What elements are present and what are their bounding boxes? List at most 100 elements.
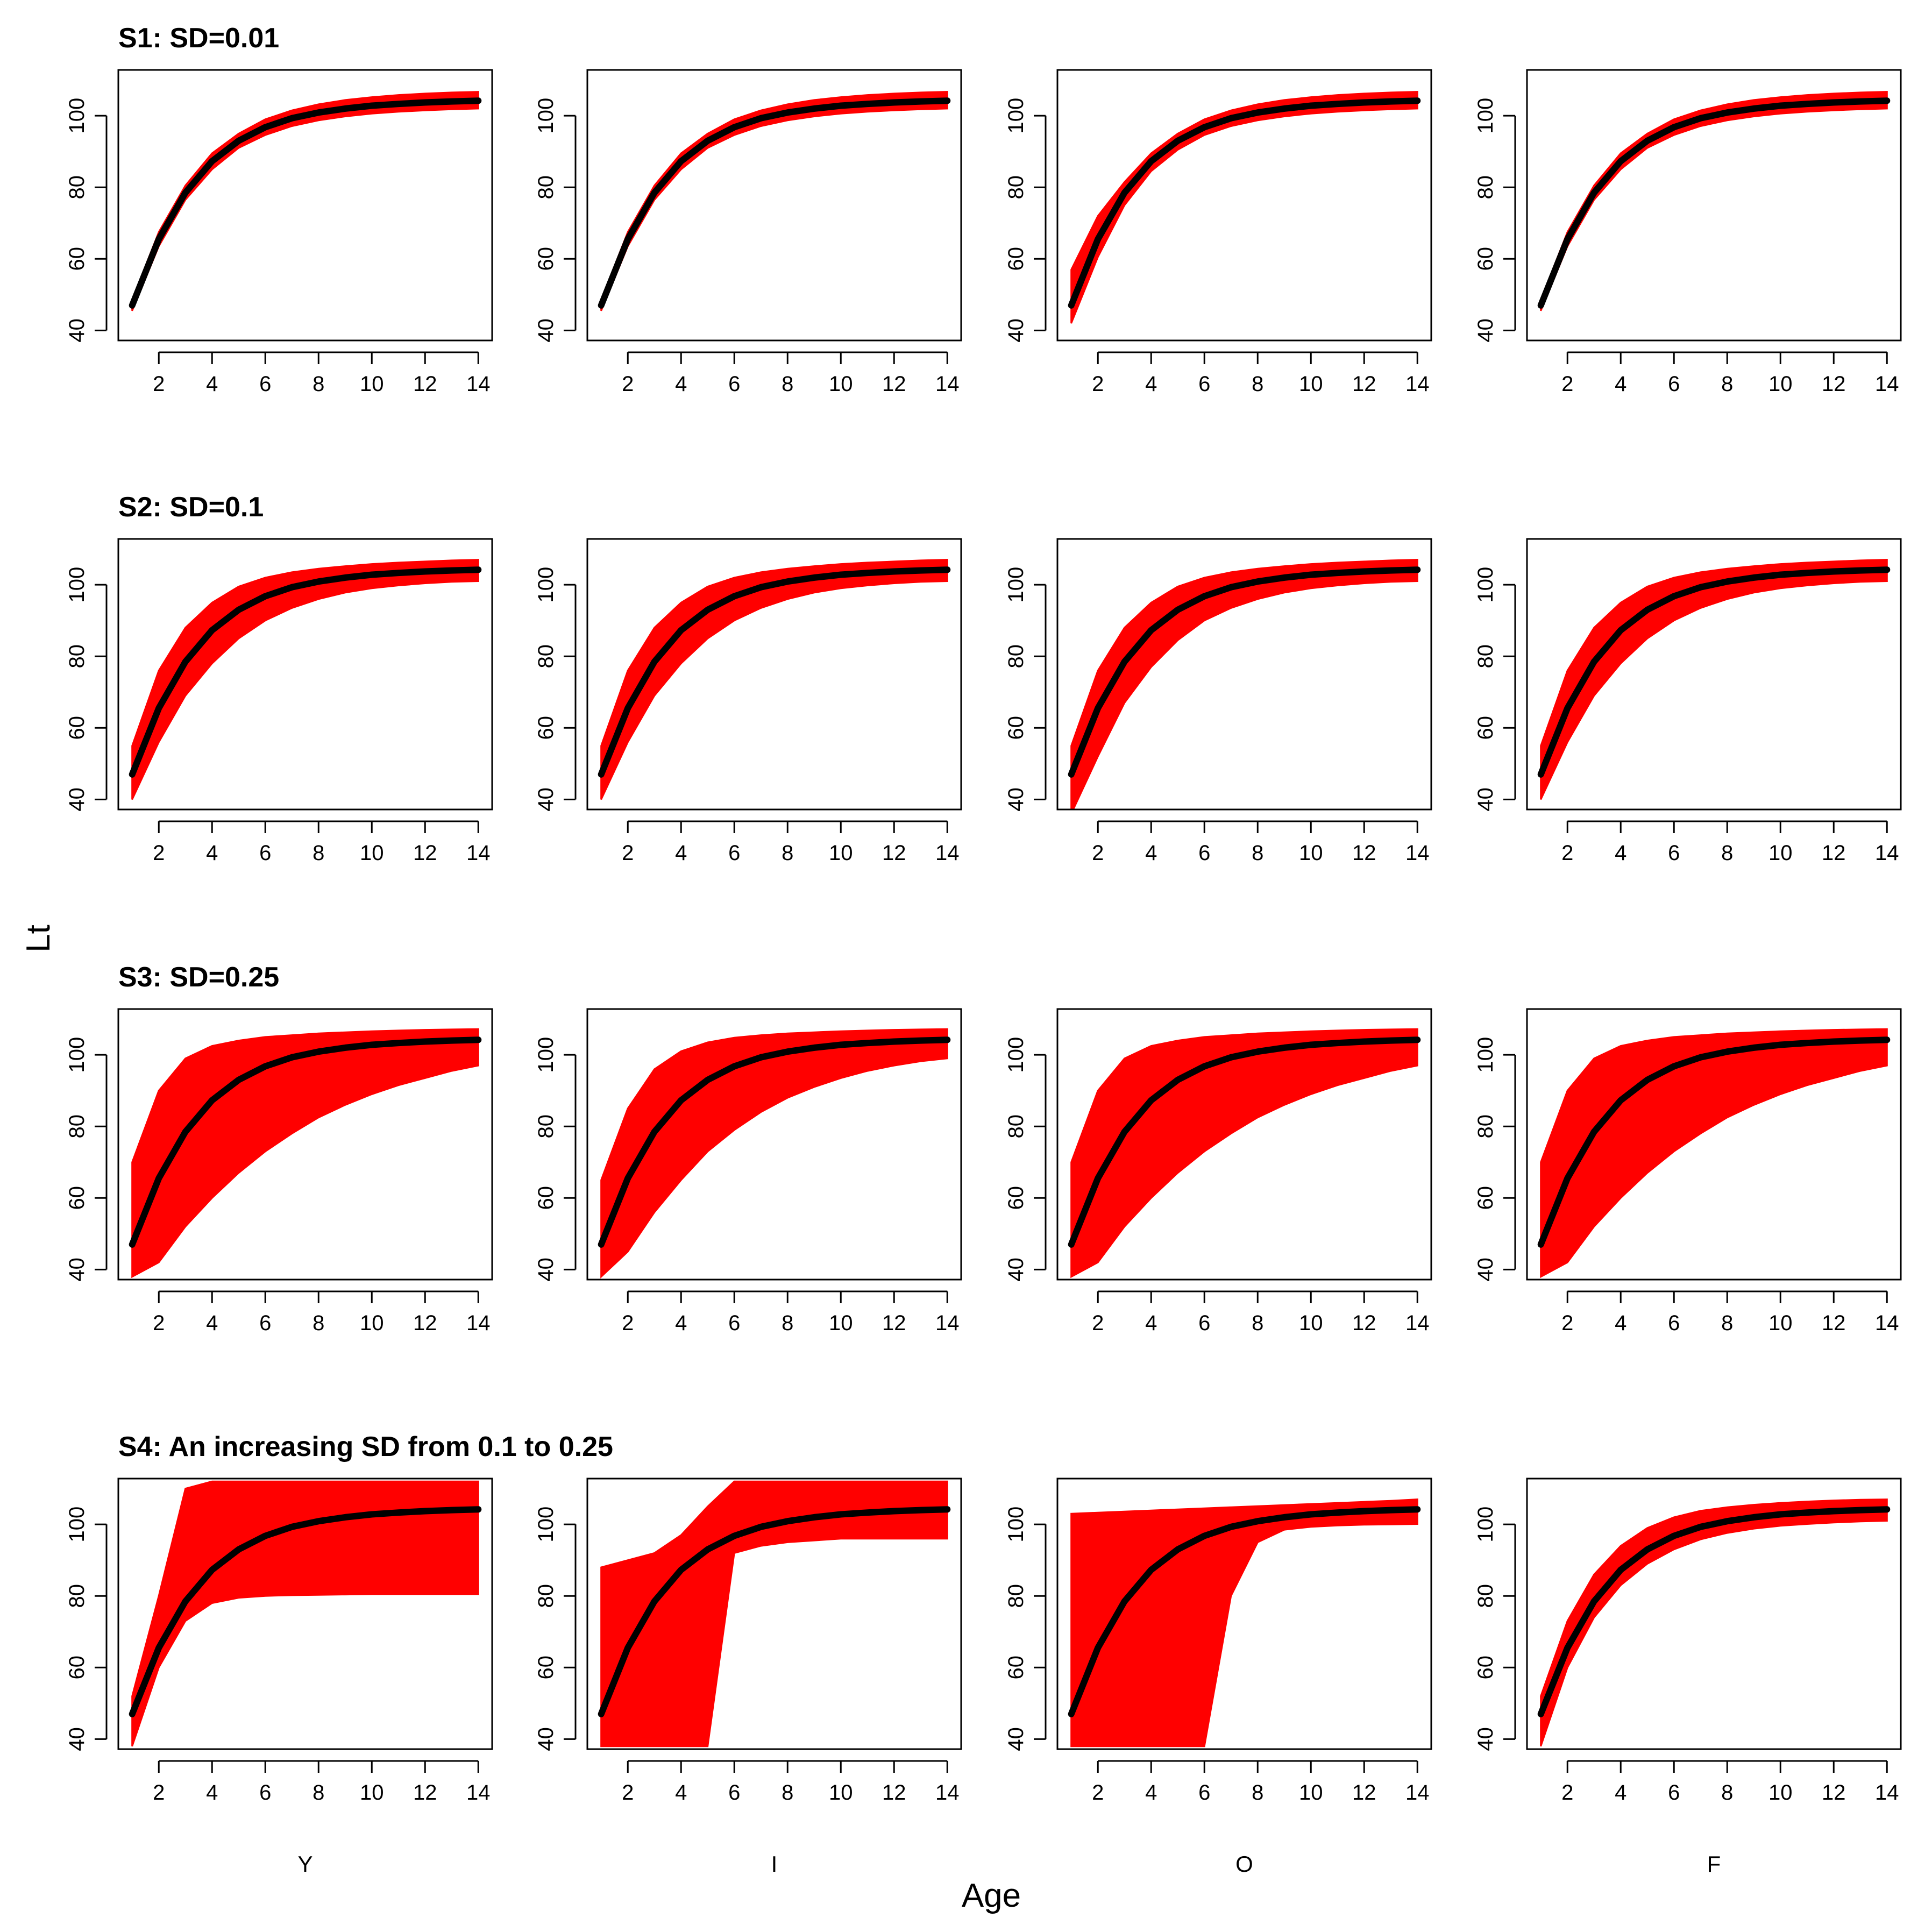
column-label: Y	[297, 1851, 312, 1877]
x-tick-label: 12	[1352, 1311, 1376, 1335]
x-tick-label: 12	[882, 841, 906, 865]
x-tick-label: 12	[1822, 1781, 1846, 1805]
panel: 2 4 6 8 10 12 14 40 60 80 100	[65, 1478, 493, 1805]
x-tick-label: 6	[259, 841, 271, 865]
y-tick-label: 80	[534, 175, 558, 200]
y-tick-label: 40	[1474, 787, 1497, 812]
x-tick-label: 10	[1299, 841, 1323, 865]
y-tick-label: 100	[1004, 1037, 1028, 1073]
x-tick-label: 10	[829, 372, 853, 396]
x-tick-label: 14	[1875, 1311, 1899, 1335]
x-tick-label: 4	[1615, 841, 1626, 865]
y-tick-label: 40	[1004, 1727, 1028, 1751]
y-tick-label: 100	[1474, 1037, 1497, 1073]
mean-growth-curve	[1068, 566, 1421, 778]
y-tick-label: 80	[1004, 1584, 1028, 1608]
column-label: F	[1707, 1851, 1721, 1877]
panel: 2 4 6 8 10 12 14 40 60 80 100	[65, 538, 493, 865]
x-tick-label: 10	[360, 841, 384, 865]
panel: 2 4 6 8 10 12 14 40 60 80 100	[1474, 1008, 1902, 1335]
x-tick-label: 4	[1145, 841, 1157, 865]
plot-frame	[1056, 538, 1432, 811]
x-tick-label: 6	[259, 1781, 271, 1805]
x-tick-label: 6	[1198, 1781, 1210, 1805]
y-tick-label: 80	[1004, 644, 1028, 669]
panel-row-title: S2: SD=0.1	[118, 492, 264, 523]
y-tick-label: 60	[65, 1656, 89, 1680]
x-tick-label: 12	[413, 372, 437, 396]
x-tick-label: 2	[153, 372, 165, 396]
y-tick-label: 80	[65, 1584, 89, 1608]
x-tick-label: 4	[1145, 1311, 1157, 1335]
plot-frame	[586, 1478, 962, 1750]
y-tick-label: 80	[65, 1114, 89, 1139]
x-tick-label: 2	[1092, 1781, 1104, 1805]
y-tick-label: 40	[1004, 318, 1028, 343]
plot-frame	[1526, 69, 1902, 342]
mean-growth-curve	[598, 1506, 951, 1717]
x-tick-label: 2	[1561, 841, 1573, 865]
simulated-curves-band	[131, 1028, 479, 1278]
mean-growth-curve	[1537, 97, 1891, 309]
plot-frame	[1526, 1008, 1902, 1281]
panel: 2 4 6 8 10 12 14 40 60 80 100	[1004, 1008, 1432, 1335]
x-tick-label: 12	[1822, 372, 1846, 396]
x-tick-label: 14	[1405, 1781, 1430, 1805]
plot-frame	[1056, 69, 1432, 342]
x-tick-label: 8	[312, 372, 324, 396]
x-axis-title: Age	[962, 1877, 1021, 1914]
panel: 2 4 6 8 10 12 14 40 60 80 100	[534, 69, 962, 396]
x-tick-label: 2	[153, 841, 165, 865]
y-tick-label: 40	[65, 1258, 89, 1282]
panel: 2 4 6 8 10 12 14 40 60 80 100	[534, 1008, 962, 1335]
x-tick-label: 6	[259, 1311, 271, 1335]
panel: 2 4 6 8 10 12 14 40 60 80 100	[534, 1478, 962, 1805]
y-tick-label: 60	[1004, 716, 1028, 740]
y-tick-label: 100	[1474, 1507, 1497, 1543]
x-tick-label: 14	[935, 1311, 960, 1335]
x-tick-label: 4	[206, 1311, 218, 1335]
y-tick-label: 60	[534, 1186, 558, 1210]
y-tick-label: 60	[65, 716, 89, 740]
y-tick-label: 60	[1474, 716, 1497, 740]
y-tick-label: 100	[65, 1507, 89, 1543]
x-tick-label: 4	[1615, 1781, 1626, 1805]
x-tick-label: 14	[1405, 841, 1430, 865]
plot-frame	[1056, 1478, 1432, 1750]
x-tick-label: 2	[1092, 841, 1104, 865]
y-tick-label: 60	[1004, 247, 1028, 271]
mean-growth-curve	[1068, 1506, 1421, 1717]
x-tick-label: 12	[882, 1781, 906, 1805]
x-tick-label: 10	[360, 372, 384, 396]
simulated-curves-band	[600, 1028, 948, 1279]
y-tick-label: 80	[1004, 1114, 1028, 1139]
x-tick-label: 4	[1615, 1311, 1626, 1335]
y-tick-label: 100	[534, 1507, 558, 1543]
x-tick-label: 2	[1561, 1781, 1573, 1805]
simulated-curves-band	[600, 1480, 948, 1748]
plot-frame	[586, 69, 962, 342]
x-tick-label: 2	[1561, 1311, 1573, 1335]
x-tick-label: 8	[312, 841, 324, 865]
mean-growth-curve	[129, 97, 482, 309]
y-tick-label: 60	[1474, 1186, 1497, 1210]
x-tick-label: 8	[1252, 372, 1263, 396]
y-tick-label: 40	[534, 1727, 558, 1751]
x-tick-label: 2	[622, 841, 634, 865]
plot-frame	[117, 538, 493, 811]
x-tick-label: 14	[1875, 372, 1899, 396]
plot-frame	[117, 1008, 493, 1281]
x-tick-label: 10	[1768, 1781, 1793, 1805]
x-tick-label: 8	[782, 372, 793, 396]
y-tick-label: 100	[534, 98, 558, 134]
column-label: I	[771, 1851, 778, 1877]
x-tick-label: 10	[1299, 372, 1323, 396]
x-tick-label: 4	[206, 841, 218, 865]
x-tick-label: 10	[360, 1311, 384, 1335]
y-tick-label: 40	[65, 1727, 89, 1751]
x-tick-label: 6	[728, 1311, 740, 1335]
simulated-curves-band	[131, 559, 479, 800]
x-tick-label: 6	[1198, 841, 1210, 865]
y-tick-label: 100	[1004, 567, 1028, 603]
